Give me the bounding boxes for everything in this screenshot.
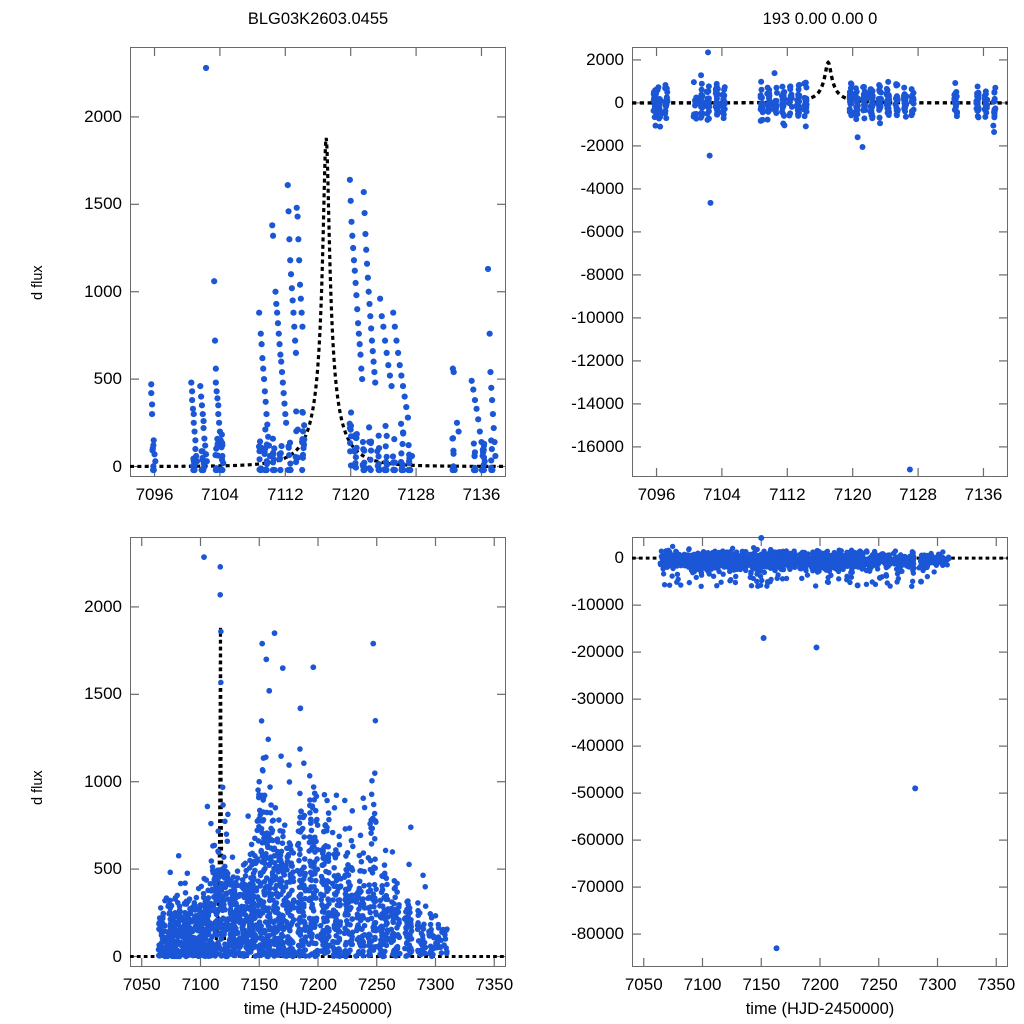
y-tick-label: -60000 [571, 830, 624, 850]
y-tick-label: 0 [112, 946, 122, 966]
x-tick-label: 7104 [200, 485, 239, 504]
panel-bottom-right-xlabel: time (HJD-2450000) [745, 1000, 895, 1018]
y-tick-label: 0 [614, 92, 624, 112]
y-tick-label: -10000 [571, 307, 624, 327]
y-tick-label: -30000 [571, 689, 624, 709]
x-tick-label: 7350 [475, 975, 514, 994]
panel-top-left-frame [130, 47, 506, 477]
y-tick-label: -4000 [580, 178, 624, 198]
panel-bottom-left-xlabel: time (HJD-2450000) [243, 1000, 393, 1018]
panel-bottom-right-frame [632, 537, 1008, 967]
x-tick-label: 7250 [859, 975, 898, 994]
y-tick-label: 0 [614, 548, 624, 568]
x-tick-label: 7120 [833, 485, 872, 504]
y-tick-label: 1000 [84, 281, 122, 301]
y-tick-label: 2000 [84, 596, 122, 616]
x-tick-label: 7100 [181, 975, 220, 994]
x-tick-label: 7096 [135, 485, 174, 504]
x-tick-label: 7128 [899, 485, 937, 504]
x-tick-label: 7096 [637, 485, 676, 504]
y-tick-label: 1000 [84, 771, 122, 791]
x-tick-label: 7136 [964, 485, 1003, 504]
panel-top-right-title: 193 0.00 0.00 0 [762, 10, 878, 28]
y-tick-label: -70000 [571, 877, 624, 897]
x-tick-label: 7050 [122, 975, 161, 994]
x-tick-label: 7250 [357, 975, 396, 994]
x-tick-label: 7112 [267, 485, 304, 504]
y-tick-label: -14000 [571, 393, 624, 413]
y-tick-label: -50000 [571, 783, 624, 803]
y-tick-label: -16000 [571, 436, 624, 456]
x-tick-label: 7200 [801, 975, 839, 994]
x-tick-label: 7104 [702, 485, 741, 504]
y-tick-label: -12000 [571, 350, 624, 370]
y-tick-label: 500 [93, 369, 122, 389]
x-tick-label: 7150 [240, 975, 279, 994]
panel-top-left-title: BLG03K2603.0455 [247, 10, 389, 28]
x-tick-label: 7120 [331, 485, 370, 504]
y-tick-label: -80000 [571, 924, 624, 944]
x-tick-label: 7350 [977, 975, 1016, 994]
y-tick-label: -20000 [571, 642, 624, 662]
y-tick-label: 1500 [84, 684, 122, 704]
y-tick-label: -2000 [580, 135, 624, 155]
y-tick-label: 1500 [84, 194, 122, 214]
x-tick-label: 7136 [462, 485, 501, 504]
y-tick-label: 0 [112, 456, 122, 476]
y-tick-label: 2000 [84, 106, 122, 126]
y-tick-label: -8000 [580, 264, 624, 284]
y-tick-label: -10000 [571, 595, 624, 615]
x-tick-label: 7300 [918, 975, 957, 994]
x-tick-label: 7128 [397, 485, 435, 504]
x-tick-label: 7200 [299, 975, 337, 994]
y-tick-label: -40000 [571, 736, 624, 756]
x-tick-label: 7112 [769, 485, 806, 504]
y-tick-label: 500 [93, 859, 122, 879]
y-tick-label: -6000 [580, 221, 624, 241]
panel-top-right-frame [632, 47, 1008, 477]
x-tick-label: 7050 [624, 975, 663, 994]
x-tick-label: 7150 [742, 975, 781, 994]
x-tick-label: 7300 [416, 975, 455, 994]
y-tick-label: 2000 [586, 49, 624, 69]
panel-bottom-left-frame [130, 537, 506, 967]
x-tick-label: 7100 [683, 975, 722, 994]
